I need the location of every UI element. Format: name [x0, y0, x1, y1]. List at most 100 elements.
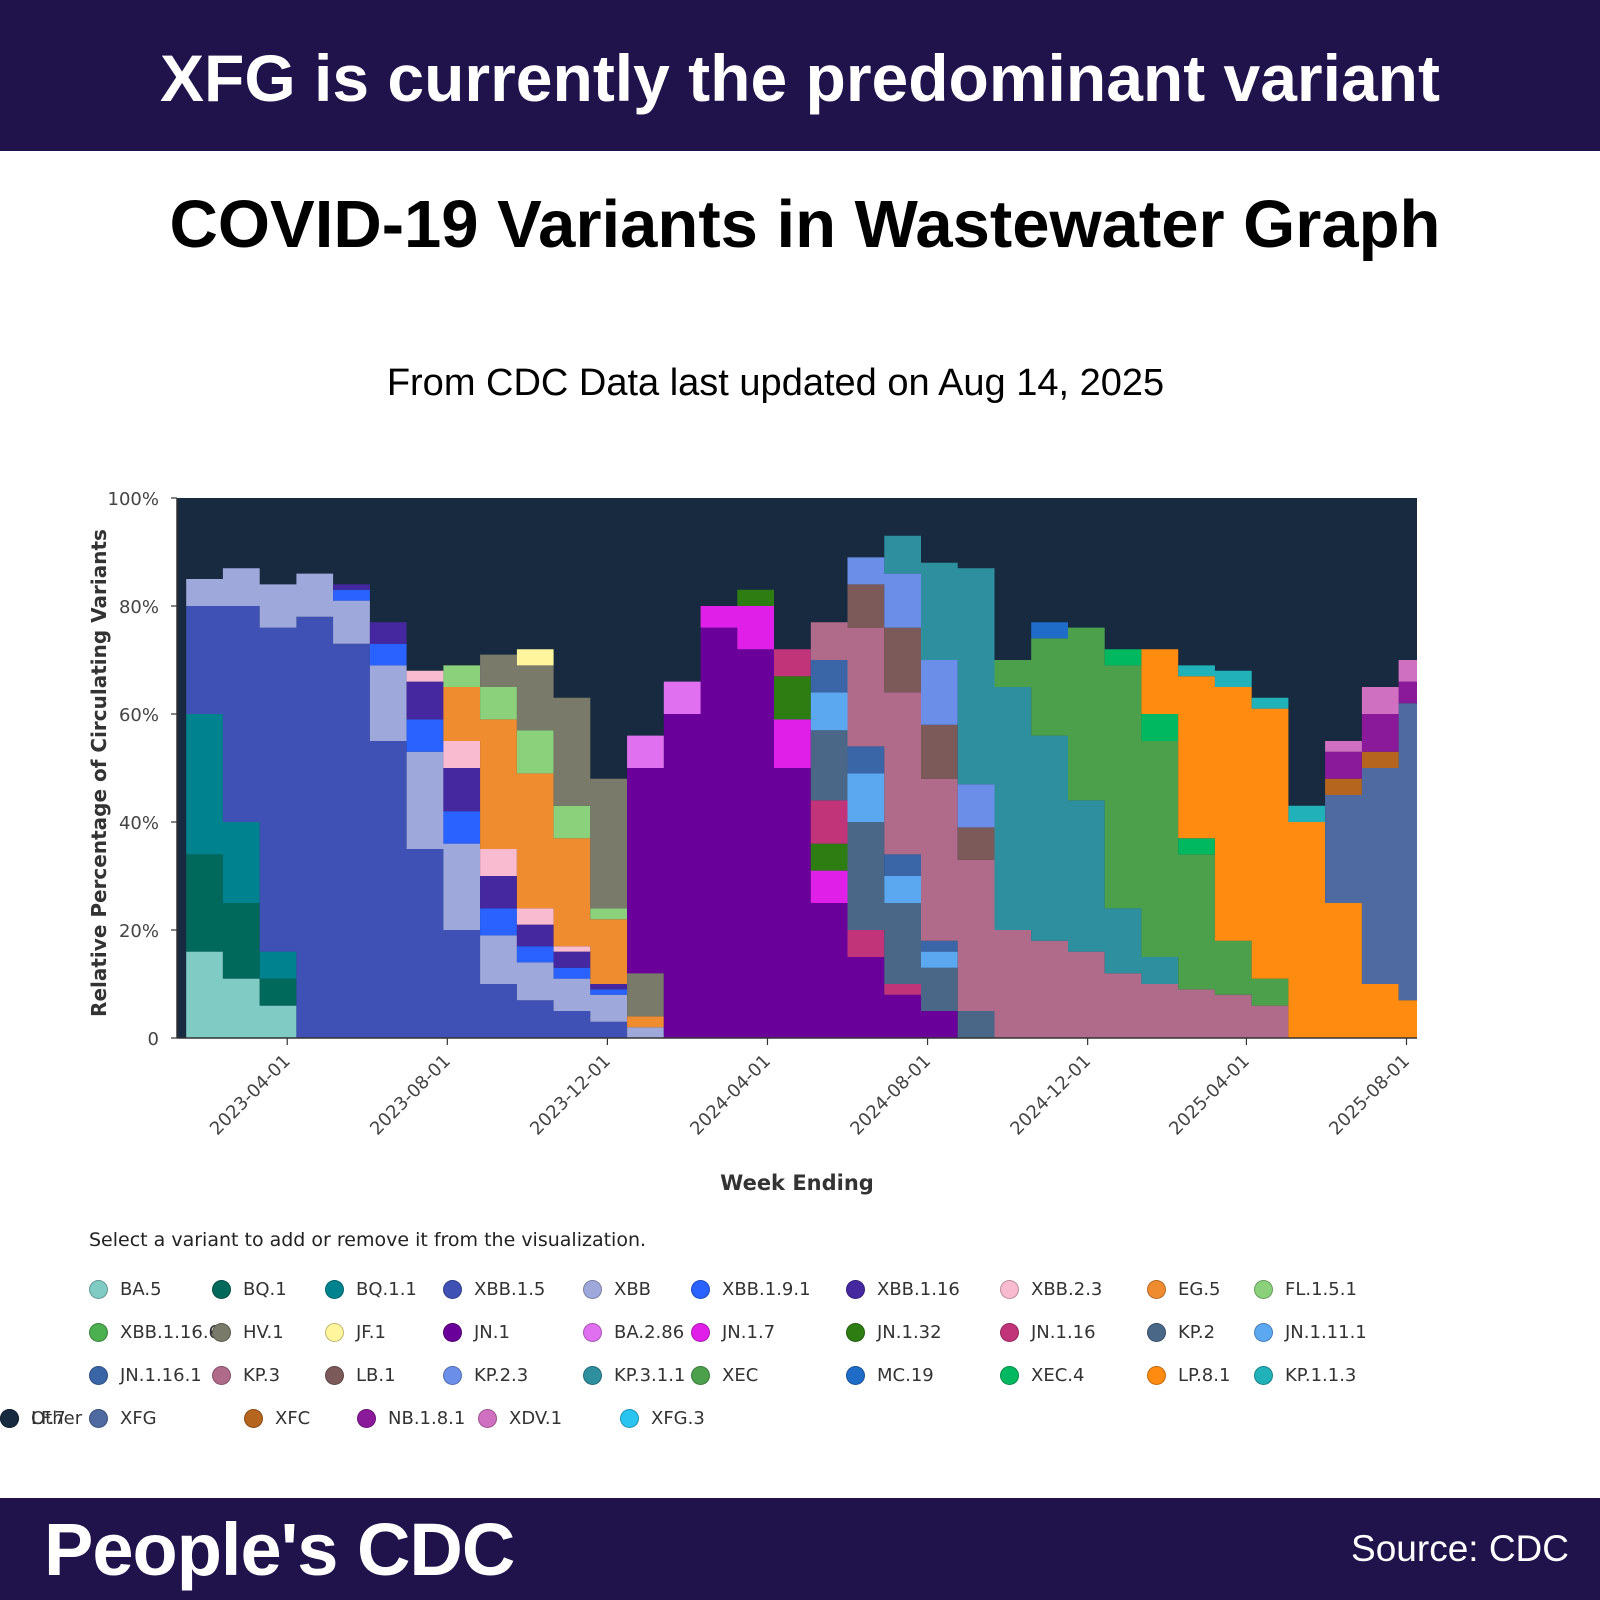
legend-label: BA.2.86: [614, 1321, 685, 1343]
legend-swatch: [89, 1279, 108, 1299]
y-tick-label: 0: [148, 1029, 159, 1050]
legend-swatch: [1254, 1322, 1273, 1342]
legend-item-xec[interactable]: XEC: [691, 1363, 758, 1387]
legend-swatch: [846, 1322, 865, 1342]
legend-swatch: [620, 1408, 639, 1428]
legend-label: XBB.1.16.6: [120, 1321, 221, 1343]
legend-label: JN.1.16: [1031, 1321, 1096, 1343]
legend-item-nb-1-8-1[interactable]: NB.1.8.1: [357, 1406, 465, 1430]
legend-item-jn-1[interactable]: JN.1: [443, 1320, 510, 1344]
legend-swatch: [443, 1279, 462, 1299]
legend-label: XBB.1.16: [877, 1278, 960, 1300]
legend-swatch: [325, 1365, 344, 1385]
legend-item-xfg-3[interactable]: XFG.3: [620, 1406, 705, 1430]
legend-item-other[interactable]: Other: [0, 1406, 82, 1430]
legend-item-kp-2[interactable]: KP.2: [1147, 1320, 1215, 1344]
legend-item-kp-2-3[interactable]: KP.2.3: [443, 1363, 528, 1387]
legend-item-fl-1-5-1[interactable]: FL.1.5.1: [1254, 1277, 1357, 1301]
legend-item-xfc[interactable]: XFC: [244, 1406, 310, 1430]
legend-label: BA.5: [120, 1278, 162, 1300]
legend-swatch: [89, 1365, 108, 1385]
legend-item-ba-5[interactable]: BA.5: [89, 1277, 162, 1301]
legend-item-jn-1-16-1[interactable]: JN.1.16.1: [89, 1363, 202, 1387]
x-tick-label: 2023-12-01: [526, 1051, 615, 1140]
legend-instruction: Select a variant to add or remove it fro…: [89, 1229, 647, 1251]
legend-item-kp-3-1-1[interactable]: KP.3.1.1: [583, 1363, 685, 1387]
legend-item-xbb-1-16-6[interactable]: XBB.1.16.6: [89, 1320, 220, 1344]
y-tick-label: 60%: [119, 705, 159, 726]
y-axis-title: Relative Percentage of Circulating Varia…: [87, 529, 111, 1017]
legend-item-bq-1-1[interactable]: BQ.1.1: [325, 1277, 417, 1301]
legend-label: XBB.2.3: [1031, 1278, 1103, 1300]
legend-label: KP.2.3: [474, 1364, 529, 1386]
legend-item-ba-2-86[interactable]: BA.2.86: [583, 1320, 684, 1344]
legend-swatch: [691, 1279, 710, 1299]
legend-label: KP.1.1.3: [1285, 1364, 1357, 1386]
legend-item-hv-1[interactable]: HV.1: [212, 1320, 284, 1344]
x-tick-label: 2025-04-01: [1165, 1051, 1254, 1140]
legend-label: LP.8.1: [1178, 1364, 1231, 1386]
legend-item-lp-8-1[interactable]: LP.8.1: [1147, 1363, 1230, 1387]
legend-swatch: [1147, 1365, 1166, 1385]
legend-item-jn-1-16[interactable]: JN.1.16: [1000, 1320, 1096, 1344]
legend-swatch: [1254, 1279, 1273, 1299]
legend-label: XEC: [722, 1364, 759, 1386]
legend-label: XDV.1: [509, 1407, 563, 1429]
legend-item-xec-4[interactable]: XEC.4: [1000, 1363, 1084, 1387]
legend-item-bq-1[interactable]: BQ.1: [212, 1277, 287, 1301]
legend-label: Other: [31, 1407, 83, 1429]
series-area-xbb-1-5: [186, 606, 1418, 1038]
chart-title: COVID-19 Variants in Wastewater Graph: [169, 187, 1441, 262]
legend-item-xbb-1-16[interactable]: XBB.1.16: [846, 1277, 960, 1301]
legend-item-mc-19[interactable]: MC.19: [846, 1363, 934, 1387]
legend-swatch: [583, 1279, 602, 1299]
legend-label: XEC.4: [1031, 1364, 1085, 1386]
legend-label: LB.1: [356, 1364, 396, 1386]
legend-label: JN.1.11.1: [1285, 1321, 1367, 1343]
plot-area: [177, 498, 1418, 1038]
x-tick-label: 2023-04-01: [206, 1051, 295, 1140]
x-tick-label: 2025-08-01: [1325, 1051, 1414, 1140]
legend-item-xfg[interactable]: XFG: [89, 1406, 157, 1430]
legend-swatch: [244, 1408, 263, 1428]
legend-item-kp-3[interactable]: KP.3: [212, 1363, 280, 1387]
legend-item-xdv-1[interactable]: XDV.1: [478, 1406, 562, 1430]
series-area-xbb-1-9-1: [186, 568, 1418, 1038]
series-area-kp-3-1-1: [186, 535, 1418, 1038]
legend-swatch: [1000, 1365, 1019, 1385]
legend-item-xbb-2-3[interactable]: XBB.2.3: [1000, 1277, 1102, 1301]
y-tick-label: 80%: [119, 597, 159, 618]
legend-swatch: [478, 1408, 497, 1428]
series-area-lp-8-1: [186, 535, 1418, 1038]
legend-label: JN.1.32: [877, 1321, 942, 1343]
chart-subtitle: From CDC Data last updated on Aug 14, 20…: [386, 362, 1165, 404]
legend-item-xbb-1-5[interactable]: XBB.1.5: [443, 1277, 545, 1301]
series-area-jn-1: [186, 568, 1418, 1038]
series-area-hv-1: [186, 568, 1418, 1038]
legend-item-lb-1[interactable]: LB.1: [325, 1363, 396, 1387]
legend-swatch: [691, 1365, 710, 1385]
top-banner: [0, 0, 1600, 151]
legend-label: XFG: [120, 1407, 157, 1429]
legend-item-jn-1-7[interactable]: JN.1.7: [691, 1320, 775, 1344]
legend-swatch: [0, 1408, 19, 1428]
bottom-banner: [0, 1498, 1600, 1600]
legend-item-xbb[interactable]: XBB: [583, 1277, 651, 1301]
y-tick-label: 20%: [119, 921, 159, 942]
legend-label: JN.1: [474, 1321, 510, 1343]
legend-item-jn-1-32[interactable]: JN.1.32: [846, 1320, 942, 1344]
legend-label: EG.5: [1178, 1278, 1221, 1300]
legend-swatch: [1000, 1322, 1019, 1342]
source-credit: Source: CDC: [1351, 1528, 1569, 1569]
legend-swatch: [325, 1279, 344, 1299]
legend-item-kp-1-1-3[interactable]: KP.1.1.3: [1254, 1363, 1356, 1387]
legend-label: KP.2: [1178, 1321, 1216, 1343]
legend-label: JF.1: [356, 1321, 386, 1343]
legend-label: KP.3: [243, 1364, 281, 1386]
legend-item-jn-1-11-1[interactable]: JN.1.11.1: [1254, 1320, 1367, 1344]
legend-swatch: [1254, 1365, 1273, 1385]
series-area-jn-1-16: [186, 568, 1418, 1038]
legend-item-eg-5[interactable]: EG.5: [1147, 1277, 1221, 1301]
legend-item-jf-1[interactable]: JF.1: [325, 1320, 386, 1344]
legend-item-xbb-1-9-1[interactable]: XBB.1.9.1: [691, 1277, 811, 1301]
